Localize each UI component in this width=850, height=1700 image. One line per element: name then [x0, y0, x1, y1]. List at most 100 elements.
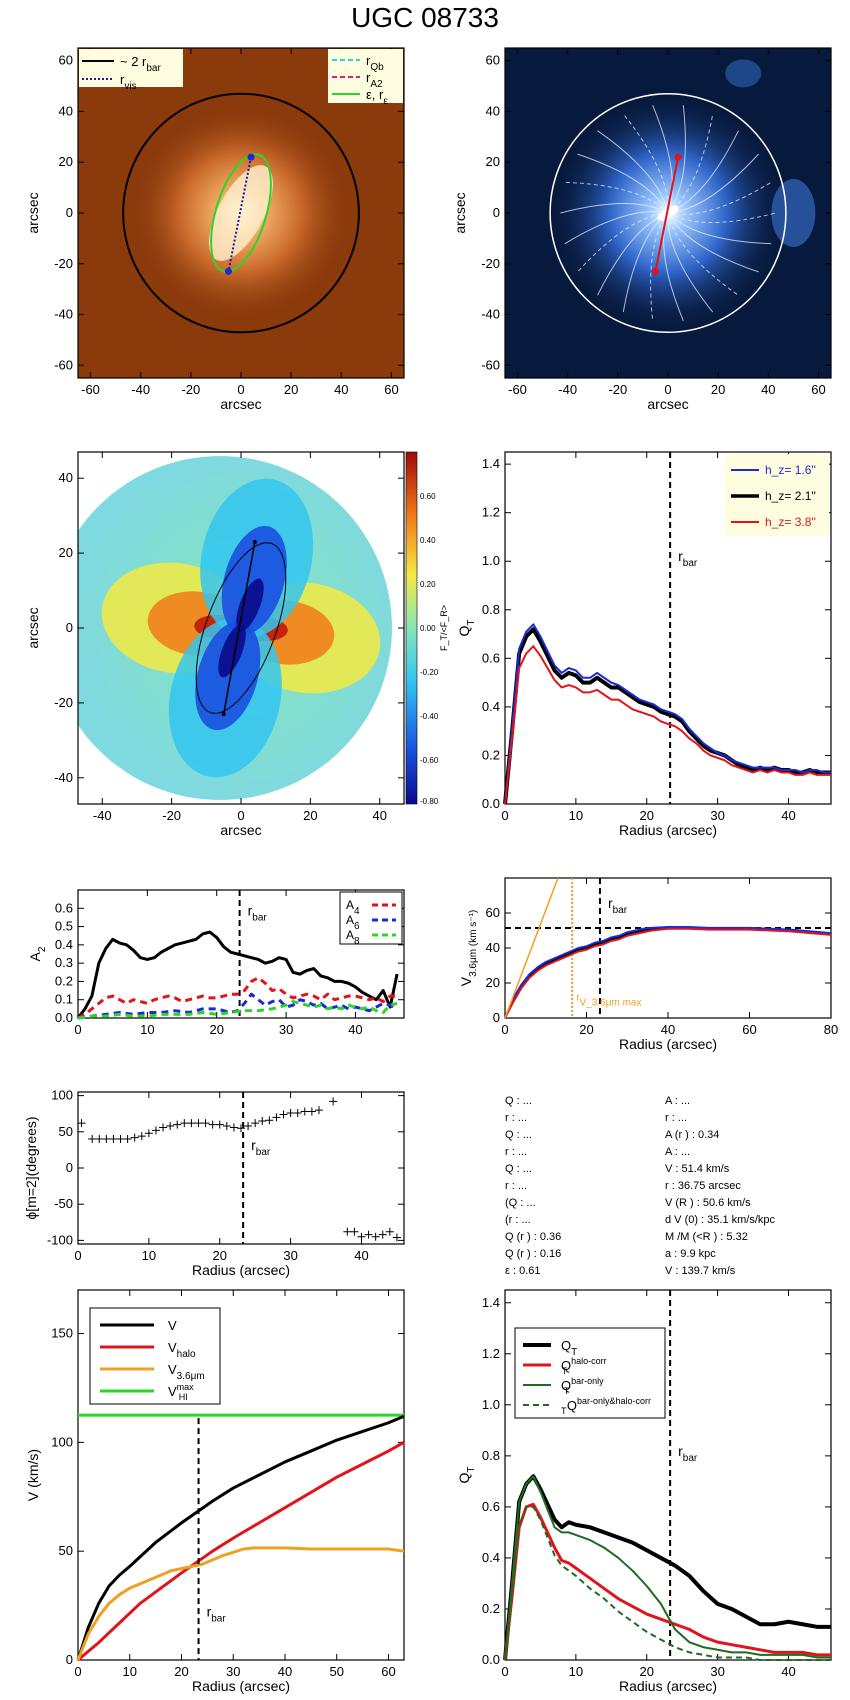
p8-legend-label: Vmax HI	[168, 1382, 194, 1402]
info-left-line: Q (r ) : 0.36	[505, 1231, 561, 1243]
p9-xtick-label: 0	[501, 1664, 508, 1679]
p7-point	[180, 1119, 189, 1128]
p7-point	[385, 1227, 394, 1236]
p8-ylabel: V (km/s)	[25, 1449, 41, 1501]
p3-ytick-label: -40	[54, 770, 73, 785]
p2-xtick-label: -60	[508, 382, 527, 397]
p7-xlabel: Radius (arcsec)	[192, 1262, 290, 1278]
p7-point	[258, 1116, 267, 1125]
p3-colorbar-tick: -0.60	[420, 756, 439, 765]
p7-point	[173, 1120, 182, 1129]
p2-contour	[667, 212, 759, 273]
info-left-line: Q : ...	[505, 1095, 532, 1107]
p3-xtick-label: 0	[237, 808, 244, 823]
p1-legend-right-label: ε, rε	[366, 87, 388, 107]
p5-ytick-label: 0.3	[55, 955, 73, 970]
p4-ylabel: QT	[456, 620, 477, 637]
p4-ytick-label: 0.4	[482, 699, 500, 714]
info-left-line: Q (r ) : 0.16	[505, 1248, 561, 1260]
p8-xtick-label: 20	[174, 1664, 188, 1679]
p7-point	[350, 1227, 359, 1236]
p2-ytick-label: 0	[493, 205, 500, 220]
p4-ytick-label: 1.4	[482, 456, 500, 471]
p4-ytick-label: 0.0	[482, 796, 500, 811]
p9-xtick-label: 40	[781, 1664, 795, 1679]
p1-circle	[122, 92, 360, 334]
p8-ytick-label: 50	[59, 1543, 73, 1558]
p1-legend-left-label: rvis	[120, 72, 137, 92]
p4-ytick-label: 0.2	[482, 747, 500, 762]
info-left-line: Q : ...	[505, 1129, 532, 1141]
p7-point	[116, 1135, 125, 1144]
p4-ytick-label: 0.6	[482, 650, 500, 665]
p3-lobe-cool	[236, 578, 264, 632]
p7-point	[123, 1135, 132, 1144]
p8-xtick-label: 10	[123, 1664, 137, 1679]
p8-rbar-label: rbar	[207, 1603, 227, 1624]
info-right-line: M /M (<R ) : 5.32	[665, 1231, 748, 1243]
p7-ytick-label: 0	[66, 1160, 73, 1175]
p3-ellipse	[195, 542, 287, 714]
p7-point	[215, 1120, 224, 1129]
p5-series-line	[76, 930, 399, 1019]
p6-rmax-label: rV_3.6μm max	[576, 993, 641, 1009]
info-right-line: r : ...	[665, 1112, 687, 1124]
p5-rbar-label: rbar	[248, 903, 268, 924]
info-right-line: V : 51.4 km/s	[665, 1163, 730, 1175]
p8-ytick-label: 100	[51, 1434, 73, 1449]
p4-frame	[504, 451, 832, 805]
p2-contour	[667, 105, 686, 214]
p6-series-line	[504, 877, 559, 1019]
p2-xtick-label: 0	[664, 382, 671, 397]
p2-ytick-label: 20	[486, 154, 500, 169]
p7-ylabel: ϕ[m=2](degrees)	[23, 1116, 39, 1219]
p7-point	[208, 1120, 217, 1129]
p5-ytick-label: 0.0	[55, 1010, 73, 1025]
p8-series-line	[77, 1441, 405, 1662]
p3-xtick-label: 20	[303, 808, 317, 823]
p2-contour	[667, 212, 772, 245]
p4-xtick-label: 0	[501, 808, 508, 823]
p6-xtick-label: 20	[579, 1022, 593, 1037]
p3-ylabel: arcsec	[25, 607, 41, 648]
p5-ytick-label: 0.2	[55, 973, 73, 988]
p3-xlabel: arcsec	[220, 822, 261, 838]
p9-xtick-label: 10	[569, 1664, 583, 1679]
page-title: UGC 08733	[351, 2, 499, 33]
p2-ytick-label: 40	[486, 103, 500, 118]
p2-xtick-label: 40	[761, 382, 775, 397]
p2-contour	[564, 181, 669, 214]
p7-ytick-label: 50	[59, 1124, 73, 1139]
p3-ytick-label: 20	[59, 545, 73, 560]
p8-series-line	[76, 1546, 405, 1661]
p8-xtick-label: 40	[278, 1664, 292, 1679]
p1-ytick-label: -60	[54, 357, 73, 372]
p7-point	[229, 1123, 238, 1132]
p9-legend-label: Qbar-only&halo-corr T	[561, 1396, 651, 1416]
p5-ytick-label: 0.5	[55, 919, 73, 934]
p6-rbar-label: rbar	[608, 895, 628, 916]
p2-ylabel: arcsec	[452, 192, 468, 233]
p9-xlabel: Radius (arcsec)	[619, 1678, 717, 1694]
p1-ytick-label: 0	[66, 205, 73, 220]
p5-frame	[77, 889, 405, 1019]
p3-colorbar-tick: -0.80	[420, 797, 439, 806]
info-left-line: ε : 0.61	[505, 1265, 540, 1277]
p3-xtick-label: -20	[162, 808, 181, 823]
p7-frame	[77, 1091, 405, 1245]
p2-circle	[549, 92, 787, 334]
p5-ytick-label: 0.1	[55, 992, 73, 1007]
p7-point	[364, 1230, 373, 1239]
p8-xtick-label: 0	[74, 1664, 81, 1679]
info-right-line: a : 9.9 kpc	[665, 1248, 716, 1260]
p7-point	[166, 1122, 175, 1131]
p9-series-line	[503, 1474, 831, 1661]
p9-rbar-label: rbar	[678, 1443, 698, 1464]
p5-xtick-label: 10	[140, 1022, 154, 1037]
p2-contour	[564, 211, 669, 245]
p7-ytick-label: -100	[47, 1232, 73, 1247]
info-left-line: r : ...	[505, 1146, 527, 1158]
p3-xtick-label: -40	[93, 808, 112, 823]
p7-point	[300, 1107, 309, 1116]
p6-xtick-label: 40	[661, 1022, 675, 1037]
